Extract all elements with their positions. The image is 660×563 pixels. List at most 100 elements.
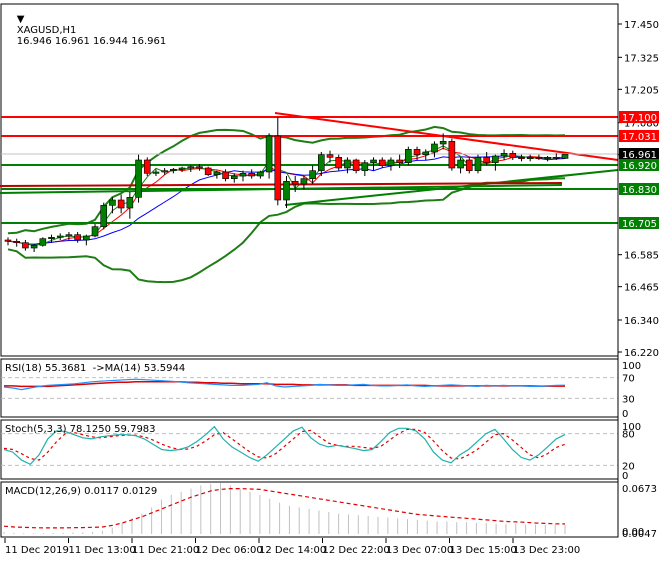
- bear-candle: [535, 157, 543, 159]
- bear-candle: [22, 242, 29, 249]
- bull-candle: [457, 159, 464, 169]
- bull-candle: [439, 141, 447, 145]
- level-tag-16.705: [619, 217, 659, 229]
- bull-candle: [318, 154, 325, 171]
- stoch-pane[interactable]: [0, 419, 619, 480]
- bull-candle: [48, 237, 55, 239]
- macd-axis-label: 0.0047: [622, 529, 657, 540]
- bull-candle: [91, 226, 99, 237]
- bull-candle: [474, 157, 482, 171]
- bull-candle: [83, 235, 90, 241]
- level-tag-16.961: [619, 148, 659, 160]
- bull-candle: [213, 171, 221, 175]
- rsi-axis-label: 70: [622, 374, 635, 385]
- bull-candle: [187, 166, 195, 169]
- bull-candle: [135, 159, 142, 198]
- bull-candle: [561, 154, 569, 159]
- bull-candle: [39, 238, 47, 246]
- bull-candle: [109, 199, 116, 206]
- bear-candle: [509, 153, 517, 158]
- bull-candle: [500, 153, 508, 157]
- stoch-axis-label: 0: [622, 471, 628, 482]
- stoch-axis-label: 80: [622, 430, 635, 441]
- level-tag-text: 16.961: [622, 150, 657, 161]
- chart-title: ▼ XAGUSD,H1 16.946 16.961 16.944 16.961: [4, 3, 167, 58]
- bull-candle: [152, 171, 160, 174]
- rsi-axis-label: 100: [622, 361, 641, 372]
- bull-candle: [492, 155, 499, 163]
- stoch-signal-line: [3, 428, 566, 461]
- ohlc-values: 16.946 16.961 16.944 16.961: [16, 36, 167, 47]
- price-axis-label: 16.220: [624, 348, 659, 359]
- bull-candle: [431, 143, 438, 153]
- symbol-timeframe: XAGUSD,H1: [16, 25, 77, 36]
- bear-candle: [413, 149, 421, 155]
- rsi-line: [3, 378, 566, 391]
- bull-candle: [239, 173, 247, 177]
- time-axis-label: 12 Dec 22:00: [323, 545, 390, 556]
- bear-candle: [465, 159, 473, 171]
- price-axis-label: 17.450: [624, 20, 659, 31]
- bull-candle: [257, 171, 264, 177]
- stoch-axis-label: 20: [622, 461, 635, 472]
- level-tag-text: 17.031: [622, 132, 657, 143]
- bull-candle: [309, 170, 316, 179]
- price-axis-label: 17.080: [624, 119, 659, 130]
- bull-candle: [422, 151, 430, 155]
- time-axis-label: 11 Dec 21:00: [132, 545, 199, 556]
- macd-label: MACD(12,26,9) 0.0117 0.0129: [5, 486, 158, 497]
- bull-candle: [526, 157, 534, 159]
- level-tag-text: 16.920: [622, 161, 657, 172]
- bear-candle: [552, 157, 560, 159]
- macd-axis-label: 0.00: [622, 527, 644, 538]
- stoch-axis-label: 100: [622, 422, 641, 433]
- collapse-caret-icon[interactable]: ▼: [16, 14, 25, 25]
- price-axis-label: 16.340: [624, 316, 659, 327]
- price-axis-label: 16.585: [624, 251, 659, 262]
- price-axis-label: 16.465: [624, 283, 659, 294]
- bull-candle: [100, 205, 108, 227]
- rsi-label: RSI(18) 55.3681 ->MA(14) 53.5944: [5, 363, 186, 374]
- rsi-axis-label: 0: [622, 409, 628, 420]
- time-axis-label: 12 Dec 14:00: [259, 545, 326, 556]
- rsi-axis-label: 30: [622, 394, 635, 405]
- time-axis-label: 11 Dec 2019: [5, 545, 69, 556]
- stoch-main-line: [3, 425, 566, 466]
- bear-candle: [204, 167, 212, 175]
- rsi-pane[interactable]: [0, 358, 619, 418]
- time-axis-label: 12 Dec 06:00: [196, 545, 263, 556]
- stoch-label: Stoch(5,3,3) 78.1250 59.7983: [5, 424, 156, 435]
- level-tag-text: 17.100: [622, 113, 657, 124]
- bull-candle: [230, 175, 238, 179]
- bull-candle: [265, 135, 273, 173]
- level-tag-17.100: [619, 111, 659, 123]
- bull-candle: [65, 234, 73, 237]
- bear-candle: [352, 159, 360, 171]
- bull-candle: [170, 169, 177, 171]
- macd-axis-label: 0.0673: [622, 484, 657, 495]
- bear-candle: [326, 154, 334, 158]
- level-tag-16.920: [619, 159, 659, 171]
- bear-candle: [335, 157, 343, 169]
- level-tag-text: 16.830: [622, 185, 657, 196]
- bull-candle: [361, 162, 369, 171]
- bear-candle: [396, 159, 403, 163]
- bear-candle: [448, 141, 456, 169]
- time-axis-label: 13 Dec 15:00: [450, 545, 517, 556]
- bull-candle: [387, 159, 395, 166]
- bull-candle: [126, 197, 134, 209]
- bull-candle: [344, 159, 351, 169]
- time-axis-label: 13 Dec 23:00: [513, 545, 580, 556]
- time-axis-label: 13 Dec 07:00: [386, 545, 453, 556]
- bear-candle: [143, 159, 151, 174]
- price-axis-label: 17.205: [624, 85, 659, 96]
- bear-candle: [117, 199, 125, 209]
- bear-candle: [378, 159, 386, 166]
- bear-candle: [74, 234, 81, 241]
- bull-candle: [161, 170, 168, 173]
- price-axis-label: 17.325: [624, 53, 659, 64]
- bull-candle: [30, 245, 38, 249]
- time-axis-label: 11 Dec 13:00: [69, 545, 136, 556]
